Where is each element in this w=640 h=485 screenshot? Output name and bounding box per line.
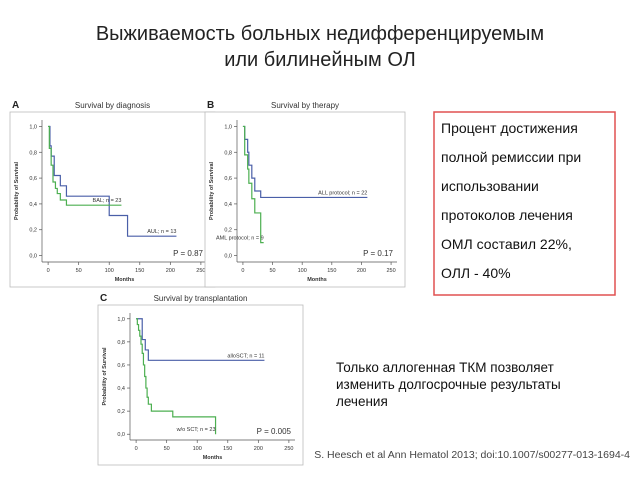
chart-panel: A Survival by diagnosis 0,0 0,2 0,4 0,6 0,8 1,0… — [9, 100, 216, 288]
y-tick-label: 0,4 — [224, 202, 232, 208]
x-tick-label: 250 — [386, 268, 395, 274]
y-tick-label: 0,0 — [224, 254, 232, 260]
y-tick-label: 0,0 — [29, 254, 37, 260]
x-tick-label: 0 — [47, 268, 50, 274]
p-value: P = 0.17 — [363, 249, 393, 258]
series-label: AML protocol; n = 9 — [216, 236, 264, 242]
y-tick-label: 0,8 — [117, 340, 125, 346]
x-tick-label: 0 — [241, 268, 244, 274]
box-line: использовании — [441, 178, 539, 194]
survival-curve — [48, 125, 122, 206]
x-tick-label: 200 — [166, 268, 175, 274]
y-tick-label: 0,4 — [29, 202, 37, 208]
box-line: ОМЛ составил 22%, — [441, 236, 572, 252]
charts: A Survival by diagnosis 0,0 0,2 0,4 0,6 0,8 1,0… — [9, 100, 406, 466]
panel-title: Survival by diagnosis — [75, 101, 150, 110]
y-tick-label: 0,2 — [29, 228, 37, 234]
x-axis-label: Months — [203, 455, 223, 461]
survival-curve — [242, 125, 264, 244]
y-tick-label: 0,2 — [224, 228, 232, 234]
box-text: Процент достижения полной ремиссии при исп… — [441, 120, 581, 281]
x-tick-label: 200 — [254, 446, 263, 452]
panel-title: Survival by therapy — [271, 101, 339, 110]
x-tick-label: 150 — [135, 268, 144, 274]
p-value: P = 0.005 — [257, 427, 292, 436]
survival-curve — [136, 318, 217, 435]
box-line: ОЛЛ - 40% — [441, 265, 511, 281]
x-tick-label: 200 — [357, 268, 366, 274]
y-tick-label: 0,2 — [117, 409, 125, 415]
x-tick-label: 50 — [164, 446, 170, 452]
x-tick-label: 100 — [193, 446, 202, 452]
x-tick-label: 0 — [135, 446, 138, 452]
box-line: Процент достижения — [441, 120, 578, 136]
box-line: полной ремиссии при — [441, 149, 581, 165]
citation: S. Heesch et al Ann Hematol 2013; doi:10… — [314, 449, 630, 461]
y-tick-label: 0,8 — [29, 150, 37, 156]
x-axis-label: Months — [115, 277, 135, 283]
y-axis-label: Probability of Survival — [102, 347, 108, 406]
note-line: изменить долгосрочные результаты — [336, 377, 561, 392]
x-tick-label: 150 — [223, 446, 232, 452]
y-tick-label: 0,6 — [29, 176, 37, 182]
slide-title: Выживаемость больных недифференцируемым — [96, 23, 544, 45]
chart-panel: C Survival by transplantation 0,0 0,2 0,4 0,6… — [97, 293, 304, 466]
note-line: Только аллогенная ТКМ позволяет — [336, 360, 554, 375]
y-tick-label: 1,0 — [224, 124, 232, 130]
survival-curve — [136, 318, 265, 361]
series-label: alloSCT; n = 11 — [227, 353, 264, 359]
x-tick-label: 150 — [327, 268, 336, 274]
chart-panel: B Survival by therapy 0,0 0,2 0,4 0,6 0,8 1,0 0 5… — [204, 100, 406, 288]
y-axis-label: Probability of Survival — [209, 161, 215, 220]
x-tick-label: 100 — [298, 268, 307, 274]
x-tick-label: 250 — [284, 446, 293, 452]
y-axis-label: Probability of Survival — [14, 161, 20, 220]
y-tick-label: 1,0 — [29, 124, 37, 130]
survival-curve — [48, 125, 177, 237]
slide-title: или билинейным ОЛ — [224, 49, 416, 71]
y-tick-label: 0,6 — [224, 176, 232, 182]
panel-frame — [9, 111, 216, 288]
panel-frame — [97, 304, 304, 466]
y-tick-label: 1,0 — [117, 317, 125, 323]
text-box — [433, 111, 616, 296]
series-label: AUL; n = 13 — [147, 229, 176, 235]
note-line: лечения — [336, 394, 388, 409]
panel-letter: C — [100, 293, 107, 304]
y-tick-label: 0,4 — [117, 386, 125, 392]
p-value: P = 0.87 — [173, 249, 203, 258]
x-tick-label: 100 — [105, 268, 114, 274]
y-tick-label: 0,0 — [117, 432, 125, 438]
panel-letter: A — [12, 100, 19, 111]
y-tick-label: 0,6 — [117, 363, 125, 369]
series-label: BAL; n = 23 — [93, 198, 122, 204]
x-tick-label: 50 — [76, 268, 82, 274]
box-line: протоколов лечения — [441, 207, 573, 223]
x-tick-label: 50 — [269, 268, 275, 274]
y-tick-label: 0,8 — [224, 150, 232, 156]
series-label: w/o SCT; n = 23 — [176, 427, 216, 433]
note-text: Только аллогенная ТКМ позволяет изменить … — [336, 360, 561, 409]
panel-letter: B — [207, 100, 214, 111]
series-label: ALL protocol; n = 22 — [318, 190, 367, 196]
x-axis-label: Months — [307, 277, 327, 283]
x-tick-label: 250 — [196, 268, 205, 274]
panel-frame — [204, 111, 406, 288]
panel-title: Survival by transplantation — [154, 294, 248, 303]
